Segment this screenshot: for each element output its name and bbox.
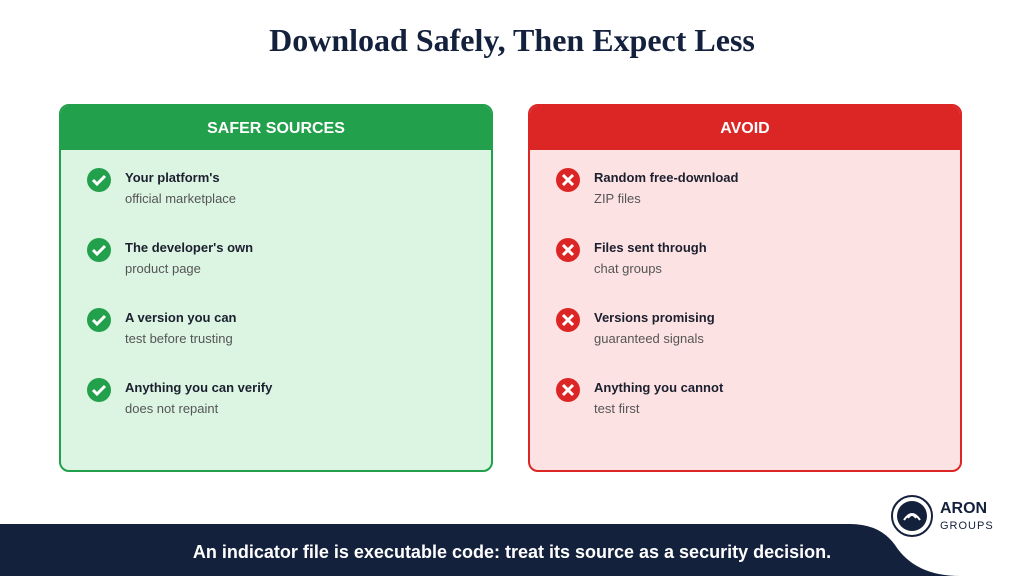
item-detail: chat groups [594,261,662,276]
check-icon [87,168,111,192]
logo-name: ARON [940,500,988,517]
item: A version you can test before trusting [87,308,237,346]
panel-heading: SAFER SOURCES [61,106,491,150]
x-icon [556,168,580,192]
item-title: A version you can [125,310,237,325]
panel: SAFER SOURCES Your platform's official mar… [59,104,493,472]
item: Files sent through chat groups [556,238,707,276]
logo-sub: GROUPS [940,520,994,532]
item: Your platform's official marketplace [87,168,237,206]
item-title: Random free-download [594,170,739,185]
item-title: Versions promising [594,310,715,325]
item-detail: product page [125,261,201,276]
item-title: Your platform's [125,170,220,185]
item-title: Anything you can verify [125,380,273,395]
item-title: Anything you cannot [594,380,724,395]
check-icon [87,378,111,402]
item: Random free-download ZIP files [556,168,739,206]
item-detail: ZIP files [594,191,641,206]
footer-text: An indicator file is executable code: tr… [192,542,832,562]
title: Download Safely, Then Expect Less [269,22,755,58]
logo: ARON GROUPS [890,494,1000,538]
item: The developer's own product page [87,238,254,276]
item-detail: test before trusting [125,331,233,346]
item-detail: official marketplace [125,191,237,206]
item: Anything you cannot test first [556,378,724,416]
item-title: The developer's own [125,240,254,255]
check-icon [87,238,111,262]
x-icon [556,378,580,402]
panel-heading: AVOID [530,106,960,150]
item-title: Files sent through [594,240,707,255]
check-icon [87,308,111,332]
x-icon [556,238,580,262]
x-icon [556,308,580,332]
item-detail: test first [594,401,640,416]
item-detail: guaranteed signals [594,331,704,346]
item-detail: does not repaint [125,401,219,416]
item: Anything you can verify does not repaint [87,378,273,416]
panel: AVOID Random free-download ZIP files Files … [528,104,962,472]
item: Versions promising guaranteed signals [556,308,715,346]
